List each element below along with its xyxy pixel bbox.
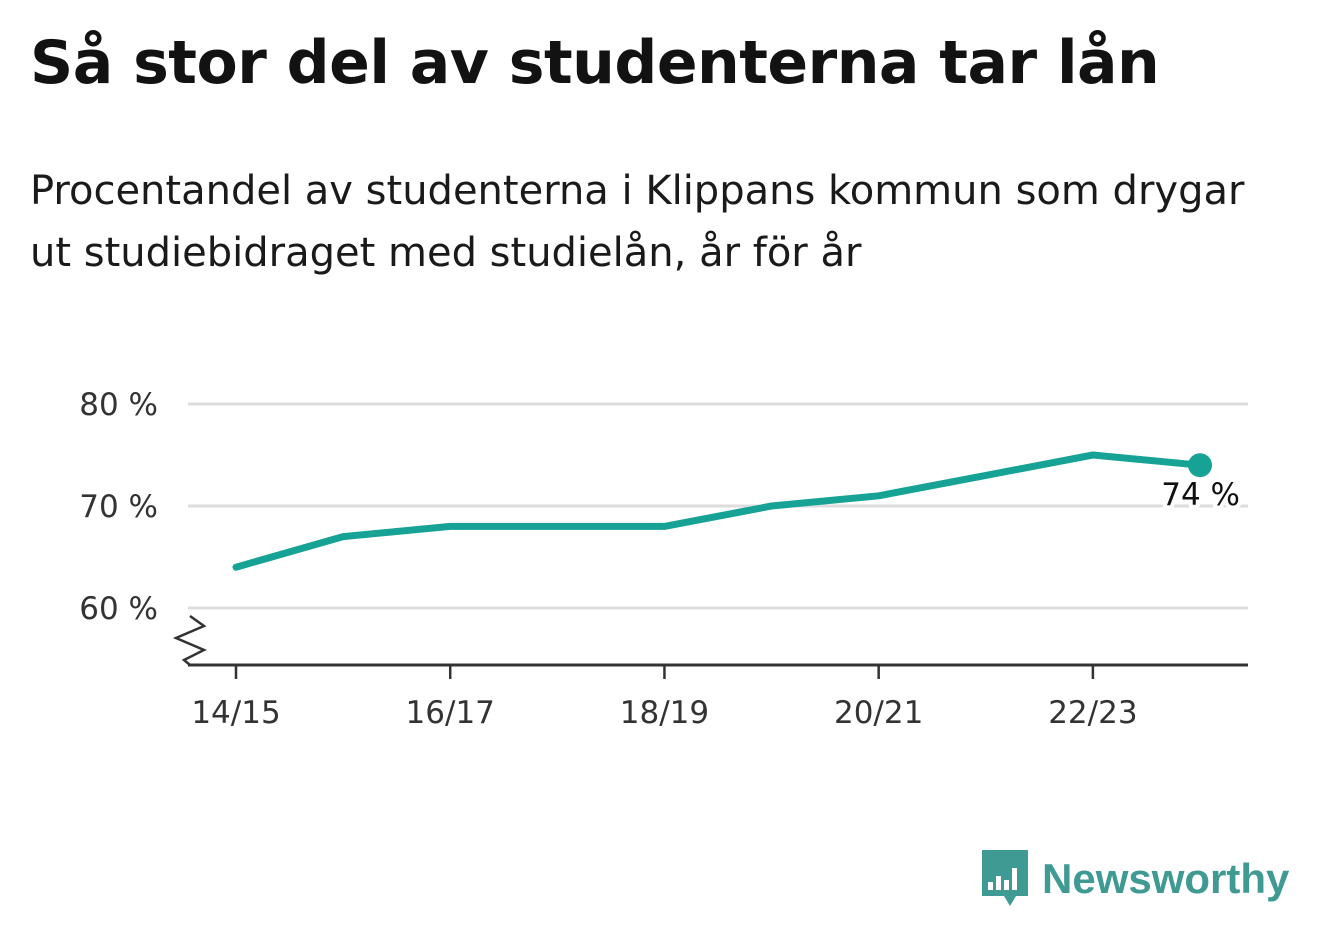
axis-break-zigzag — [172, 614, 207, 666]
x-axis: 14/15 16/17 18/19 20/21 22/23 — [188, 663, 1248, 731]
end-point-dot — [1188, 453, 1212, 478]
x-tick-label: 18/19 — [620, 695, 709, 731]
end-value-label: 74 % — [1161, 477, 1240, 513]
x-tick-label: 20/21 — [834, 695, 923, 731]
data-points — [236, 455, 1200, 567]
grid-lines — [188, 402, 1248, 610]
newsworthy-logo: Newsworthy — [980, 848, 1289, 910]
x-tick-label: 14/15 — [191, 695, 280, 731]
y-axis-labels: 60 % 70 % 80 % — [79, 387, 158, 627]
brand-name: Newsworthy — [1042, 855, 1290, 902]
series-line — [232, 451, 1204, 571]
y-tick-label: 70 % — [79, 489, 158, 525]
y-tick-label: 60 % — [79, 591, 158, 627]
y-tick-label: 80 % — [79, 387, 158, 423]
chart-subtitle: Procentandel av studenterna i Klippans k… — [30, 168, 1245, 276]
x-tick-label: 22/23 — [1048, 695, 1137, 731]
x-tick-label: 16/17 — [406, 695, 495, 731]
bar-chart-speech-bubble-icon — [982, 850, 1028, 906]
line-chart: 60 % 70 % 80 % 14/15 16/17 18/19 20/21 22/23 7… — [79, 387, 1248, 731]
chart-title: Så stor del av studenterna tar lån — [30, 28, 1160, 98]
